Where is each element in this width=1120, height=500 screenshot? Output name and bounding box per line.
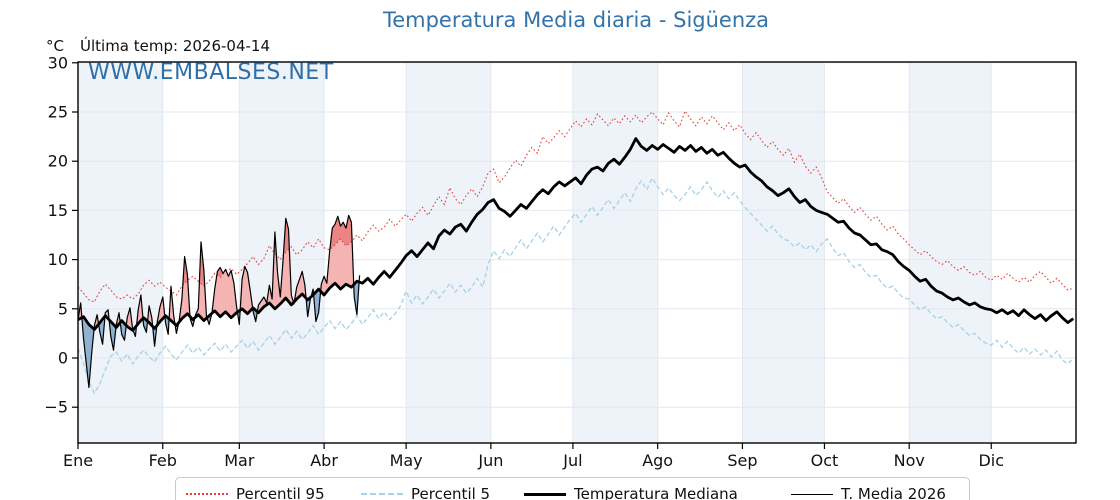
x-tick-label: Nov — [894, 451, 925, 470]
legend-label: Temperatura Mediana — [574, 485, 738, 500]
y-tick-label: 15 — [48, 201, 68, 220]
month-band — [742, 62, 825, 443]
legend-label: T. Media 2026 — [841, 485, 946, 500]
legend-label: Percentil 95 — [236, 485, 325, 500]
y-tick-label: 25 — [48, 103, 68, 122]
y-tick-label: 0 — [58, 349, 68, 368]
percentil-95-line — [77, 109, 1074, 303]
x-tick-label: Mar — [224, 451, 255, 470]
p5-line-sample-icon — [361, 493, 403, 495]
legend: Percentil 95 Percentil 5 Temperatura Med… — [175, 477, 970, 500]
median-line-sample-icon — [524, 492, 566, 496]
x-tick-label: Dic — [978, 451, 1004, 470]
legend-item-percentil-95: Percentil 95 — [186, 484, 325, 500]
plot-frame — [77, 61, 1077, 444]
t-media-2026-line — [77, 214, 361, 389]
x-tick-label: May — [390, 451, 423, 470]
x-tick-label: Abr — [310, 451, 338, 470]
x-tick-label: Ene — [63, 451, 93, 470]
legend-label: Percentil 5 — [411, 485, 491, 500]
legend-item-mediana: Temperatura Mediana — [524, 484, 738, 500]
x-tick-label: Jun — [477, 451, 503, 470]
last-temp-annotation: Última temp: 2026-04-14 — [80, 37, 271, 55]
t2026-line-sample-icon — [791, 493, 833, 495]
x-tick-label: Feb — [149, 451, 177, 470]
watermark-text: WWW.EMBALSES.NET — [88, 60, 334, 85]
x-tick-label: Sep — [727, 451, 757, 470]
month-band — [239, 62, 325, 443]
y-tick-label: −5 — [44, 398, 68, 417]
y-tick-label: 20 — [48, 152, 68, 171]
x-tick-label: Jul — [562, 451, 582, 470]
page-title: Temperatura Media diaria - Sigüenza — [382, 8, 770, 32]
month-band — [909, 62, 992, 443]
x-tick-label: Ago — [642, 451, 673, 470]
p95-line-sample-icon — [186, 493, 228, 495]
month-band — [78, 62, 163, 443]
legend-item-percentil-5: Percentil 5 — [361, 484, 490, 500]
legend-item-t-media-2026: T. Media 2026 — [791, 484, 946, 500]
y-tick-label: 30 — [48, 53, 68, 72]
x-tick-label: Oct — [811, 451, 839, 470]
month-band — [572, 62, 658, 443]
y-tick-label: 5 — [58, 299, 68, 318]
y-axis-unit-label: °C — [46, 37, 64, 55]
mediana-line — [77, 137, 1075, 332]
y-tick-label: 10 — [48, 250, 68, 269]
percentil-5-line — [77, 176, 1074, 395]
